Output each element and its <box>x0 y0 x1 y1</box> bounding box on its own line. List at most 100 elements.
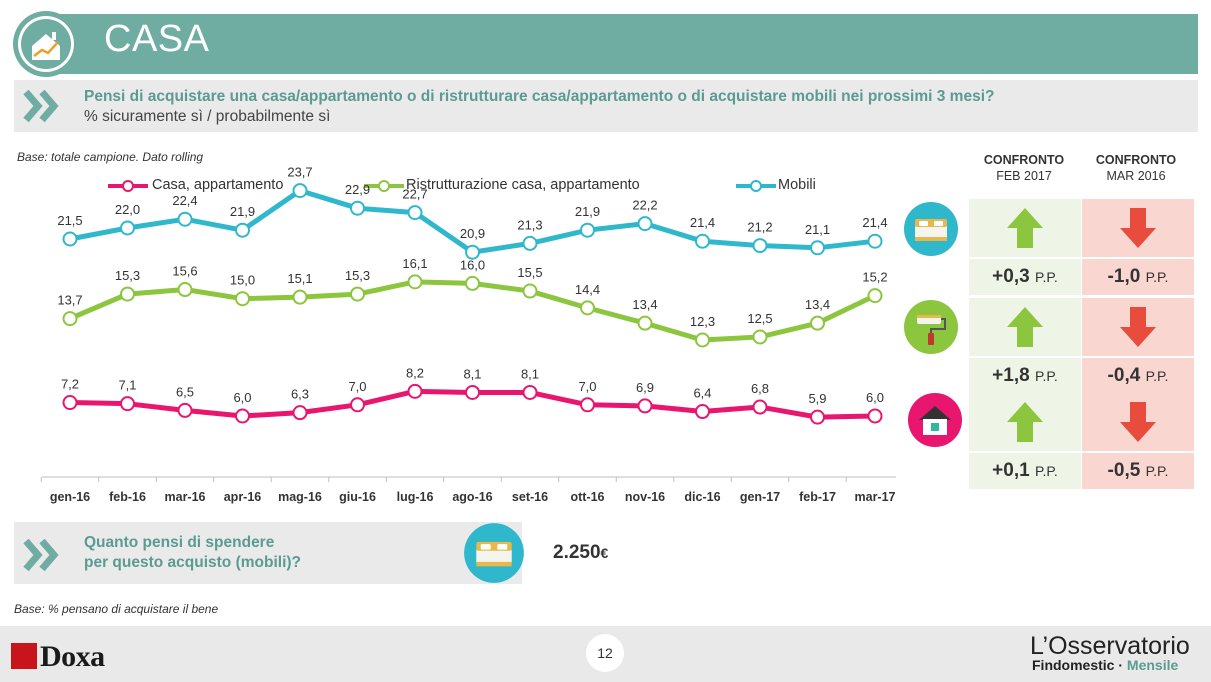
data-label-mobili: 21,4 <box>690 215 715 230</box>
data-point-ristrutturazione <box>867 288 883 304</box>
compare-header-feb-line1: CONFRONTO <box>983 153 1065 167</box>
data-label-mobili: 21,9 <box>575 204 600 219</box>
data-point-casa <box>292 405 308 421</box>
data-label-mobili: 21,3 <box>517 217 542 232</box>
house-chart-icon <box>13 11 79 77</box>
x-tick-label: feb-16 <box>109 490 146 504</box>
header-bar <box>60 14 1198 74</box>
compare-value-feb-number: +0,3 <box>992 266 1030 287</box>
page-title: CASA <box>104 18 210 60</box>
compare-value-mar-number: -1,0 <box>1107 266 1141 287</box>
compare-value-mar-number: -0,4 <box>1107 365 1141 386</box>
data-point-ristrutturazione <box>407 274 423 290</box>
data-point-casa <box>810 409 825 425</box>
compare-value-feb: +1,8 P.P. <box>969 358 1081 394</box>
data-label-mobili: 21,5 <box>57 213 82 228</box>
data-label-ristrutturazione: 12,5 <box>747 311 772 326</box>
data-label-mobili: 22,2 <box>632 198 657 213</box>
data-label-casa: 8,2 <box>406 365 424 380</box>
house-icon <box>908 393 962 447</box>
data-point-ristrutturazione <box>292 289 308 305</box>
doxa-logo-mark <box>11 643 37 669</box>
unit-label: P.P. <box>1034 368 1058 384</box>
data-point-casa <box>752 399 768 415</box>
compare-value-feb: +0,3 P.P. <box>969 259 1081 295</box>
data-label-ristrutturazione: 13,7 <box>57 293 82 308</box>
compare-value-feb: +0,1 P.P. <box>969 453 1081 489</box>
data-label-casa: 7,0 <box>578 379 596 394</box>
data-point-casa <box>62 395 78 411</box>
compare-arrow-cell-feb <box>969 393 1081 451</box>
data-point-mobili <box>62 231 78 247</box>
compare-value-mar: -0,4 P.P. <box>1082 358 1194 394</box>
data-point-mobili <box>752 238 768 254</box>
compare-value-feb-number: +1,8 <box>992 365 1030 386</box>
compare-value-mar-number: -0,5 <box>1107 460 1141 481</box>
data-point-casa <box>522 384 538 400</box>
data-label-ristrutturazione: 15,3 <box>345 268 370 283</box>
question-subtext: % sicuramente sì / probabilmente sì <box>84 108 331 125</box>
spend-amount: 2.250 <box>553 542 601 563</box>
data-label-ristrutturazione: 15,0 <box>230 273 255 288</box>
data-label-casa: 6,5 <box>176 384 194 399</box>
compare-value-feb-number: +0,1 <box>992 460 1030 481</box>
data-label-ristrutturazione: 14,4 <box>575 282 600 297</box>
data-label-mobili: 23,7 <box>287 165 312 180</box>
data-point-mobili <box>292 183 308 199</box>
data-point-casa <box>120 396 135 412</box>
data-label-casa: 8,1 <box>463 366 481 381</box>
compare-arrow-cell-mar <box>1082 298 1194 356</box>
osservatorio-logo-title: L’Osservatorio <box>1030 632 1190 660</box>
compare-value-mar: -1,0 P.P. <box>1082 259 1194 295</box>
data-label-casa: 5,9 <box>808 391 826 406</box>
compare-header-mar: CONFRONTO MAR 2016 <box>1081 152 1191 184</box>
data-label-ristrutturazione: 15,3 <box>115 268 140 283</box>
data-point-mobili <box>120 220 135 236</box>
spend-bar <box>14 522 522 584</box>
data-label-mobili: 21,4 <box>862 215 887 230</box>
data-label-mobili: 21,2 <box>747 220 772 235</box>
question-text: Pensi di acquistare una casa/appartament… <box>84 88 995 105</box>
x-tick-label: gen-17 <box>740 490 780 504</box>
data-label-ristrutturazione: 13,4 <box>805 297 830 312</box>
spend-currency: € <box>600 545 609 561</box>
data-point-mobili <box>522 235 538 251</box>
data-point-casa <box>407 383 423 399</box>
data-label-casa: 6,9 <box>636 380 654 395</box>
data-point-ristrutturazione <box>752 329 768 345</box>
data-label-casa: 7,2 <box>61 377 79 392</box>
x-tick-label: gen-16 <box>50 490 90 504</box>
data-point-mobili <box>407 205 423 221</box>
x-tick-label: mar-17 <box>855 490 896 504</box>
spend-value: 2.250€ <box>553 542 608 564</box>
unit-label: P.P. <box>1034 269 1058 285</box>
doxa-logo: Doxa <box>40 640 105 673</box>
data-label-ristrutturazione: 13,4 <box>632 297 657 312</box>
bed-icon <box>464 523 524 583</box>
data-label-casa: 7,1 <box>118 378 136 393</box>
data-point-ristrutturazione <box>695 332 710 348</box>
arrow-up-icon <box>1007 402 1043 442</box>
data-point-ristrutturazione <box>810 315 825 331</box>
data-label-ristrutturazione: 16,0 <box>460 257 485 272</box>
x-tick-label: ott-16 <box>570 490 604 504</box>
data-label-mobili: 20,9 <box>460 226 485 241</box>
data-point-ristrutturazione <box>235 291 250 307</box>
unit-label: P.P. <box>1145 368 1169 384</box>
compare-header-feb: CONFRONTO FEB 2017 <box>969 152 1079 184</box>
data-label-casa: 6,3 <box>291 387 309 402</box>
unit-label: P.P. <box>1145 269 1169 285</box>
data-label-mobili: 21,1 <box>805 222 830 237</box>
data-point-ristrutturazione <box>465 275 480 291</box>
unit-label: P.P. <box>1145 463 1169 479</box>
legend-swatch-ristrutturazione <box>364 180 404 192</box>
data-point-ristrutturazione <box>522 283 538 299</box>
data-point-mobili <box>235 222 250 238</box>
legend-swatch-casa <box>108 180 148 192</box>
data-point-casa <box>695 404 710 420</box>
data-label-casa: 6,4 <box>693 386 711 401</box>
data-point-mobili <box>580 222 595 238</box>
data-point-mobili <box>695 233 710 249</box>
compare-arrow-cell-feb <box>969 199 1081 257</box>
osservatorio-sub-1: Findomestic · <box>1032 657 1127 673</box>
